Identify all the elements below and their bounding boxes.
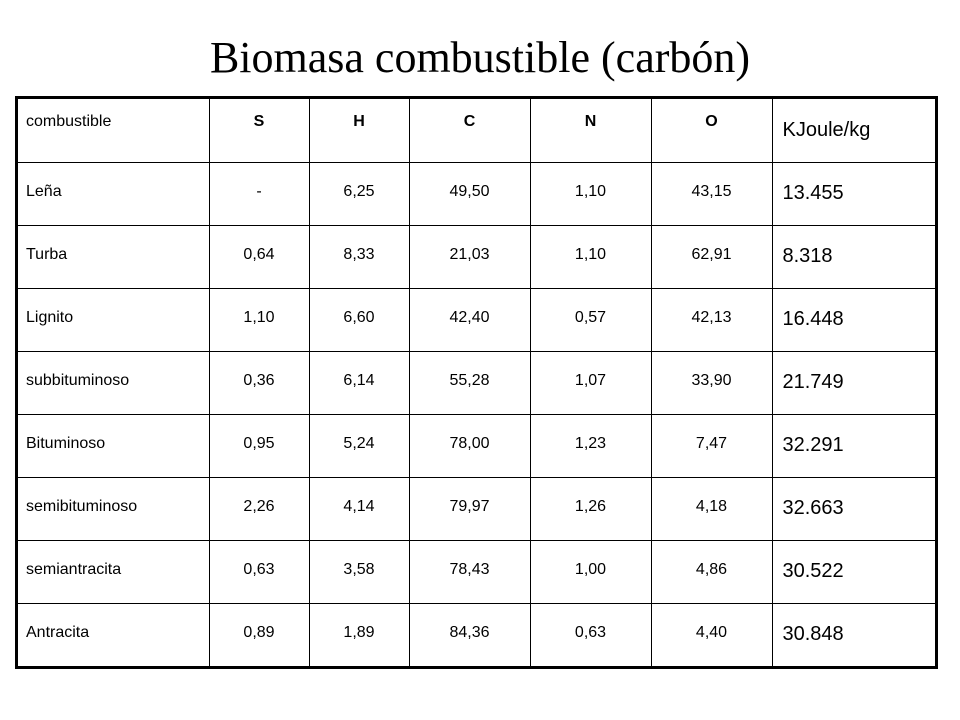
cell-n: 0,63 <box>529 603 652 666</box>
header-cell-kjoule: KJoule/kg <box>771 99 935 164</box>
cell-kjoule: 8.318 <box>771 225 935 290</box>
header-cell-s: S <box>208 99 310 164</box>
header-cell-c: C <box>408 99 531 164</box>
table-row: Lignito 1,10 6,60 42,40 0,57 42,13 16.44… <box>18 288 935 353</box>
slide-title: Biomasa combustible (carbón) <box>209 33 751 82</box>
table-row: Turba 0,64 8,33 21,03 1,10 62,91 8.318 <box>18 225 935 290</box>
cell-s: 2,26 <box>208 477 310 542</box>
cell-kjoule: 32.291 <box>771 414 935 479</box>
cell-s: 0,36 <box>208 351 310 416</box>
header-cell-n: N <box>529 99 652 164</box>
cell-kjoule: 16.448 <box>771 288 935 353</box>
table-row: Bituminoso 0,95 5,24 78,00 1,23 7,47 32.… <box>18 414 935 479</box>
cell-n: 1,26 <box>529 477 652 542</box>
cell-fuel-name: semibituminoso <box>18 477 210 542</box>
cell-kjoule: 32.663 <box>771 477 935 542</box>
cell-s: 0,64 <box>208 225 310 290</box>
cell-fuel-name: Turba <box>18 225 210 290</box>
cell-h: 6,60 <box>308 288 410 353</box>
cell-fuel-name: Bituminoso <box>18 414 210 479</box>
cell-fuel-name: Lignito <box>18 288 210 353</box>
cell-s: 1,10 <box>208 288 310 353</box>
cell-s: - <box>208 162 310 227</box>
cell-c: 84,36 <box>408 603 531 666</box>
cell-n: 1,10 <box>529 162 652 227</box>
cell-o: 33,90 <box>650 351 773 416</box>
cell-s: 0,95 <box>208 414 310 479</box>
cell-o: 7,47 <box>650 414 773 479</box>
table-row: subbituminoso 0,36 6,14 55,28 1,07 33,90… <box>18 351 935 416</box>
cell-c: 42,40 <box>408 288 531 353</box>
cell-kjoule: 21.749 <box>771 351 935 416</box>
table-row: Antracita 0,89 1,89 84,36 0,63 4,40 30.8… <box>18 603 935 666</box>
cell-c: 78,43 <box>408 540 531 605</box>
cell-s: 0,63 <box>208 540 310 605</box>
fuel-table: combustible S H C N O KJoule/kg Leña - 6… <box>18 99 935 666</box>
cell-fuel-name: Leña <box>18 162 210 227</box>
cell-c: 49,50 <box>408 162 531 227</box>
cell-o: 4,18 <box>650 477 773 542</box>
table-row: Leña - 6,25 49,50 1,10 43,15 13.455 <box>18 162 935 227</box>
cell-s: 0,89 <box>208 603 310 666</box>
cell-c: 21,03 <box>408 225 531 290</box>
cell-fuel-name: subbituminoso <box>18 351 210 416</box>
cell-o: 4,40 <box>650 603 773 666</box>
header-cell-h: H <box>308 99 410 164</box>
table-row: semibituminoso 2,26 4,14 79,97 1,26 4,18… <box>18 477 935 542</box>
cell-kjoule: 13.455 <box>771 162 935 227</box>
cell-h: 3,58 <box>308 540 410 605</box>
cell-fuel-name: semiantracita <box>18 540 210 605</box>
cell-n: 1,23 <box>529 414 652 479</box>
cell-h: 4,14 <box>308 477 410 542</box>
cell-o: 43,15 <box>650 162 773 227</box>
cell-h: 6,14 <box>308 351 410 416</box>
cell-fuel-name: Antracita <box>18 603 210 666</box>
table-header-row: combustible S H C N O KJoule/kg <box>18 99 935 164</box>
header-cell-o: O <box>650 99 773 164</box>
cell-kjoule: 30.848 <box>771 603 935 666</box>
cell-n: 1,10 <box>529 225 652 290</box>
fuel-composition-table: combustible S H C N O KJoule/kg Leña - 6… <box>15 96 938 669</box>
table-row: semiantracita 0,63 3,58 78,43 1,00 4,86 … <box>18 540 935 605</box>
cell-n: 1,00 <box>529 540 652 605</box>
cell-kjoule: 30.522 <box>771 540 935 605</box>
cell-h: 6,25 <box>308 162 410 227</box>
cell-n: 1,07 <box>529 351 652 416</box>
cell-c: 55,28 <box>408 351 531 416</box>
cell-o: 42,13 <box>650 288 773 353</box>
cell-h: 8,33 <box>308 225 410 290</box>
cell-n: 0,57 <box>529 288 652 353</box>
cell-c: 78,00 <box>408 414 531 479</box>
cell-h: 5,24 <box>308 414 410 479</box>
cell-h: 1,89 <box>308 603 410 666</box>
cell-o: 62,91 <box>650 225 773 290</box>
header-cell-combustible: combustible <box>18 99 210 164</box>
cell-o: 4,86 <box>650 540 773 605</box>
cell-c: 79,97 <box>408 477 531 542</box>
